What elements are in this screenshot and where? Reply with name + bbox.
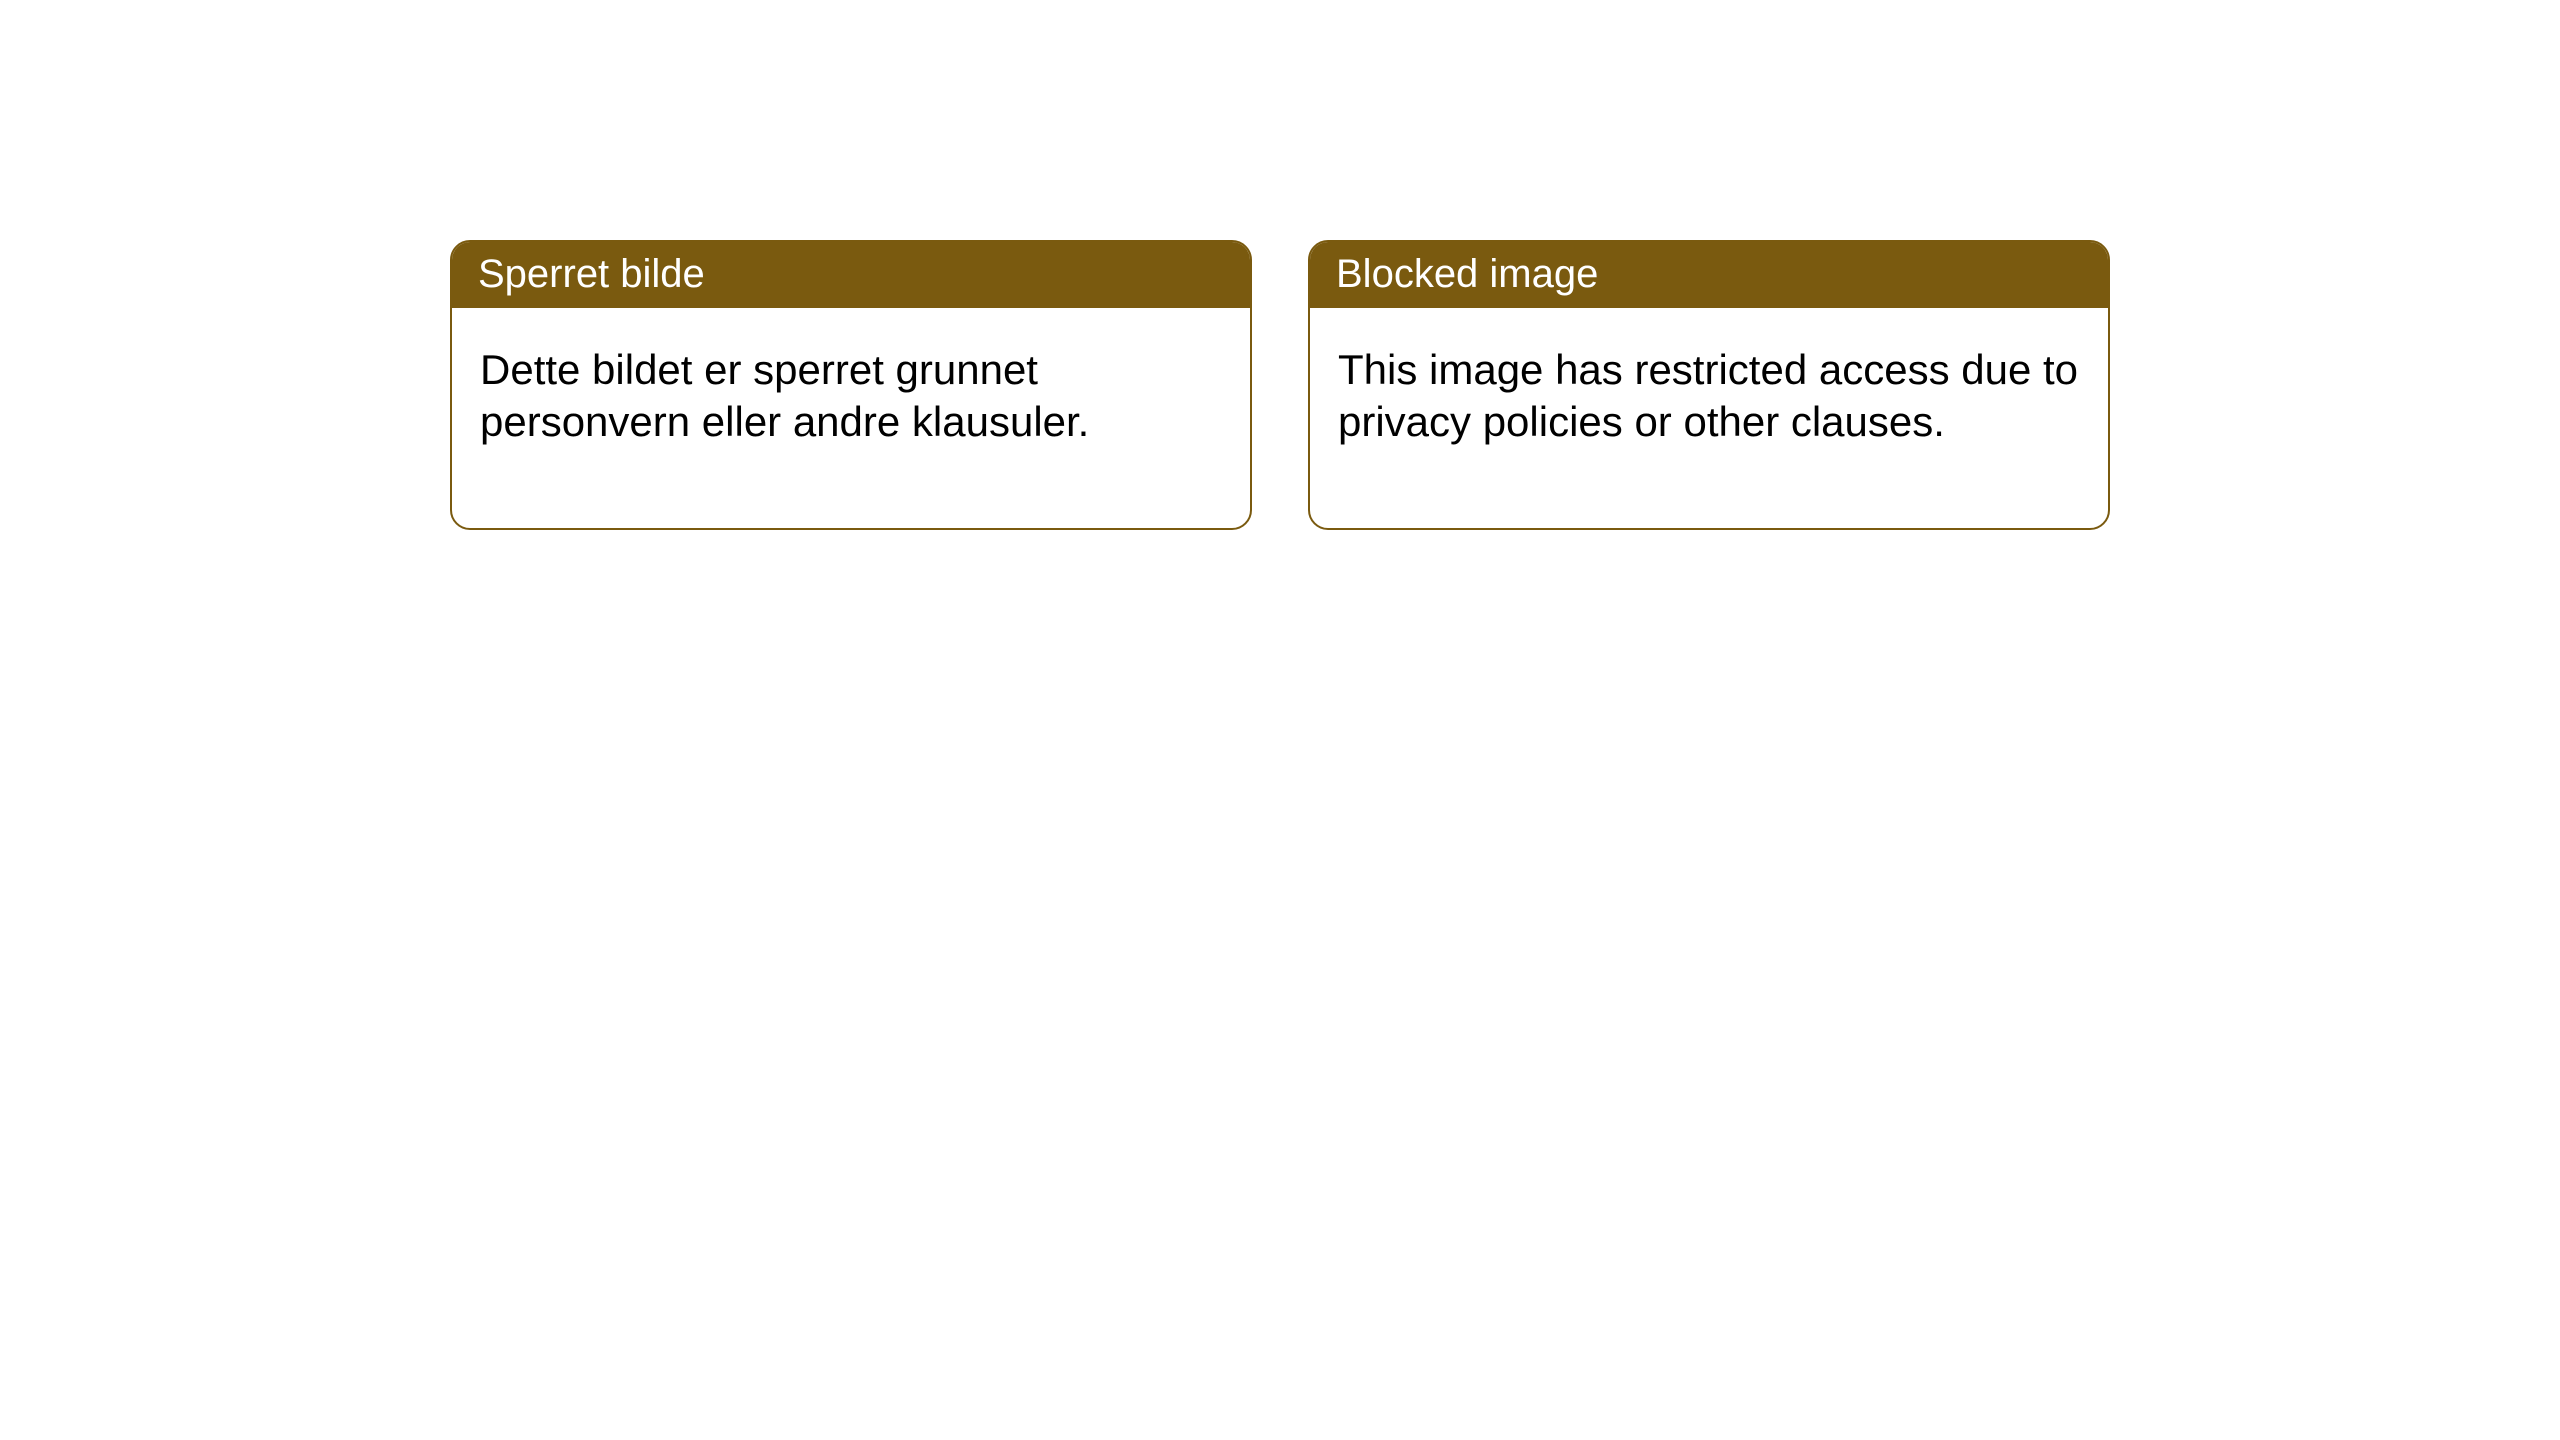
card-message-no: Dette bildet er sperret grunnet personve… [480,346,1089,445]
card-header-en: Blocked image [1310,242,2108,308]
card-title-en: Blocked image [1336,252,1598,296]
blocked-image-card-no: Sperret bilde Dette bildet er sperret gr… [450,240,1252,530]
card-body-en: This image has restricted access due to … [1310,308,2108,528]
card-body-no: Dette bildet er sperret grunnet personve… [452,308,1250,528]
blocked-image-card-en: Blocked image This image has restricted … [1308,240,2110,530]
card-message-en: This image has restricted access due to … [1338,346,2078,445]
notice-container: Sperret bilde Dette bildet er sperret gr… [0,0,2560,530]
card-title-no: Sperret bilde [478,252,705,296]
card-header-no: Sperret bilde [452,242,1250,308]
